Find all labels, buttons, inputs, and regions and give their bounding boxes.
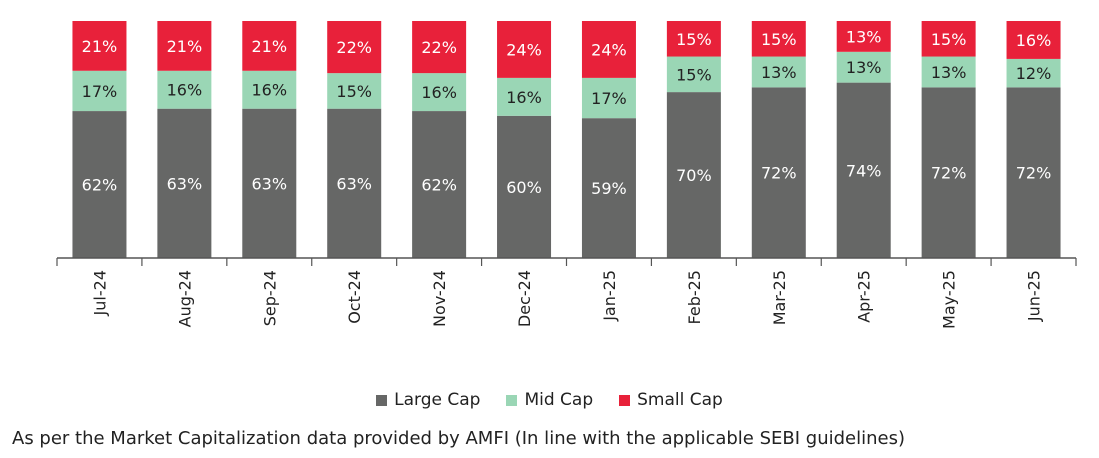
bar-mid-cap-nov-24 bbox=[412, 73, 467, 112]
data-label-small-cap-jan-25: 24% bbox=[591, 40, 627, 59]
bar-mid-cap-apr-25 bbox=[836, 51, 891, 83]
bar-mid-cap-aug-24 bbox=[157, 70, 212, 109]
bar-mid-cap-jan-25 bbox=[581, 77, 636, 119]
bar-mid-cap-jul-24 bbox=[72, 70, 127, 112]
bar-large-cap-sep-24 bbox=[242, 108, 297, 258]
data-label-mid-cap-may-25: 13% bbox=[931, 63, 967, 82]
data-label-mid-cap-sep-24: 16% bbox=[252, 81, 288, 100]
bar-mid-cap-may-25 bbox=[921, 56, 976, 88]
bar-large-cap-jan-25 bbox=[581, 118, 636, 258]
x-tick-label-jul-24: Jul-24 bbox=[90, 270, 109, 316]
bar-mid-cap-feb-25 bbox=[666, 56, 721, 93]
data-label-small-cap-aug-24: 21% bbox=[167, 37, 203, 56]
bar-large-cap-aug-24 bbox=[157, 108, 212, 258]
data-label-large-cap-jul-24: 62% bbox=[82, 176, 118, 195]
bar-small-cap-may-25 bbox=[921, 21, 976, 57]
bar-large-cap-jul-24 bbox=[72, 111, 127, 258]
data-label-small-cap-mar-25: 15% bbox=[761, 30, 797, 49]
bar-small-cap-feb-25 bbox=[666, 21, 721, 57]
data-label-large-cap-apr-25: 74% bbox=[846, 161, 882, 180]
x-tick-label-mar-25: Mar-25 bbox=[770, 270, 789, 325]
x-tick-label-jun-25: Jun-25 bbox=[1025, 270, 1044, 322]
bar-mid-cap-mar-25 bbox=[751, 56, 806, 88]
bar-large-cap-jun-25 bbox=[1006, 87, 1061, 258]
chart-legend: Large Cap Mid Cap Small Cap bbox=[0, 388, 1099, 412]
data-label-large-cap-aug-24: 63% bbox=[167, 174, 203, 193]
data-label-large-cap-jan-25: 59% bbox=[591, 179, 627, 198]
data-label-small-cap-dec-24: 24% bbox=[506, 40, 542, 59]
x-tick-label-jan-25: Jan-25 bbox=[600, 270, 619, 322]
x-tick-label-sep-24: Sep-24 bbox=[260, 270, 279, 326]
data-label-mid-cap-dec-24: 16% bbox=[506, 88, 542, 107]
bar-small-cap-jan-25 bbox=[581, 21, 636, 78]
data-label-small-cap-may-25: 15% bbox=[931, 30, 967, 49]
data-label-mid-cap-jan-25: 17% bbox=[591, 89, 627, 108]
bar-small-cap-jul-24 bbox=[72, 21, 127, 71]
legend-swatch-large-cap bbox=[376, 394, 388, 406]
bar-small-cap-apr-25 bbox=[836, 21, 891, 52]
data-label-large-cap-dec-24: 60% bbox=[506, 178, 542, 197]
x-tick-label-may-25: May-25 bbox=[940, 270, 959, 329]
bar-large-cap-mar-25 bbox=[751, 87, 806, 258]
data-label-large-cap-oct-24: 63% bbox=[336, 174, 372, 193]
bar-large-cap-dec-24 bbox=[497, 115, 552, 258]
data-label-mid-cap-feb-25: 15% bbox=[676, 65, 712, 84]
x-tick-label-dec-24: Dec-24 bbox=[515, 270, 534, 327]
bar-small-cap-sep-24 bbox=[242, 21, 297, 71]
bar-small-cap-dec-24 bbox=[497, 21, 552, 78]
stacked-bar-chart: 62% 17% 21% 63% 16% 21% 63% 16% 21% 63% 15% 22% 62% 1… bbox=[56, 21, 1077, 329]
x-tick-label-feb-25: Feb-25 bbox=[685, 270, 704, 324]
legend-item-small-cap: Small Cap bbox=[619, 390, 723, 410]
data-label-large-cap-jun-25: 72% bbox=[1016, 164, 1052, 183]
data-label-mid-cap-apr-25: 13% bbox=[846, 58, 882, 77]
data-label-large-cap-sep-24: 63% bbox=[252, 174, 288, 193]
data-label-small-cap-nov-24: 22% bbox=[421, 38, 457, 57]
bar-mid-cap-sep-24 bbox=[242, 70, 297, 109]
x-tick-label-oct-24: Oct-24 bbox=[345, 270, 364, 324]
data-label-small-cap-feb-25: 15% bbox=[676, 30, 712, 49]
legend-swatch-mid-cap bbox=[506, 394, 518, 406]
x-tick-label-nov-24: Nov-24 bbox=[430, 270, 449, 327]
bar-mid-cap-dec-24 bbox=[497, 77, 552, 116]
legend-item-large-cap: Large Cap bbox=[376, 390, 480, 410]
data-label-small-cap-sep-24: 21% bbox=[252, 37, 288, 56]
bar-mid-cap-jun-25 bbox=[1006, 58, 1061, 88]
data-label-large-cap-may-25: 72% bbox=[931, 164, 967, 183]
legend-label-large-cap: Large Cap bbox=[394, 390, 481, 410]
data-label-mid-cap-jun-25: 12% bbox=[1016, 64, 1052, 83]
legend-item-mid-cap: Mid Cap bbox=[506, 390, 593, 410]
x-tick-label-aug-24: Aug-24 bbox=[175, 270, 194, 327]
bar-large-cap-feb-25 bbox=[666, 92, 721, 258]
bar-large-cap-nov-24 bbox=[412, 111, 467, 258]
data-label-large-cap-nov-24: 62% bbox=[421, 176, 457, 195]
data-label-small-cap-jun-25: 16% bbox=[1016, 31, 1052, 50]
bar-small-cap-jun-25 bbox=[1006, 21, 1061, 59]
legend-swatch-small-cap bbox=[619, 394, 631, 406]
bar-small-cap-aug-24 bbox=[157, 21, 212, 71]
x-tick-label-apr-25: Apr-25 bbox=[855, 270, 874, 323]
data-label-small-cap-oct-24: 22% bbox=[336, 38, 372, 57]
data-label-large-cap-mar-25: 72% bbox=[761, 164, 797, 183]
footnote: As per the Market Capitalization data pr… bbox=[12, 428, 905, 449]
bar-large-cap-apr-25 bbox=[836, 82, 891, 259]
data-label-mid-cap-oct-24: 15% bbox=[336, 82, 372, 101]
bar-small-cap-mar-25 bbox=[751, 21, 806, 57]
data-label-mid-cap-nov-24: 16% bbox=[421, 83, 457, 102]
data-label-mid-cap-mar-25: 13% bbox=[761, 63, 797, 82]
data-label-small-cap-jul-24: 21% bbox=[82, 37, 118, 56]
bar-large-cap-may-25 bbox=[921, 87, 976, 258]
data-label-mid-cap-aug-24: 16% bbox=[167, 81, 203, 100]
legend-label-small-cap: Small Cap bbox=[637, 390, 723, 410]
bar-small-cap-nov-24 bbox=[412, 21, 467, 74]
data-label-mid-cap-jul-24: 17% bbox=[82, 82, 118, 101]
data-label-small-cap-apr-25: 13% bbox=[846, 27, 882, 46]
data-label-large-cap-feb-25: 70% bbox=[676, 166, 712, 185]
bar-small-cap-oct-24 bbox=[327, 21, 382, 74]
bar-mid-cap-oct-24 bbox=[327, 73, 382, 109]
bar-large-cap-oct-24 bbox=[327, 108, 382, 258]
legend-label-mid-cap: Mid Cap bbox=[524, 390, 594, 410]
